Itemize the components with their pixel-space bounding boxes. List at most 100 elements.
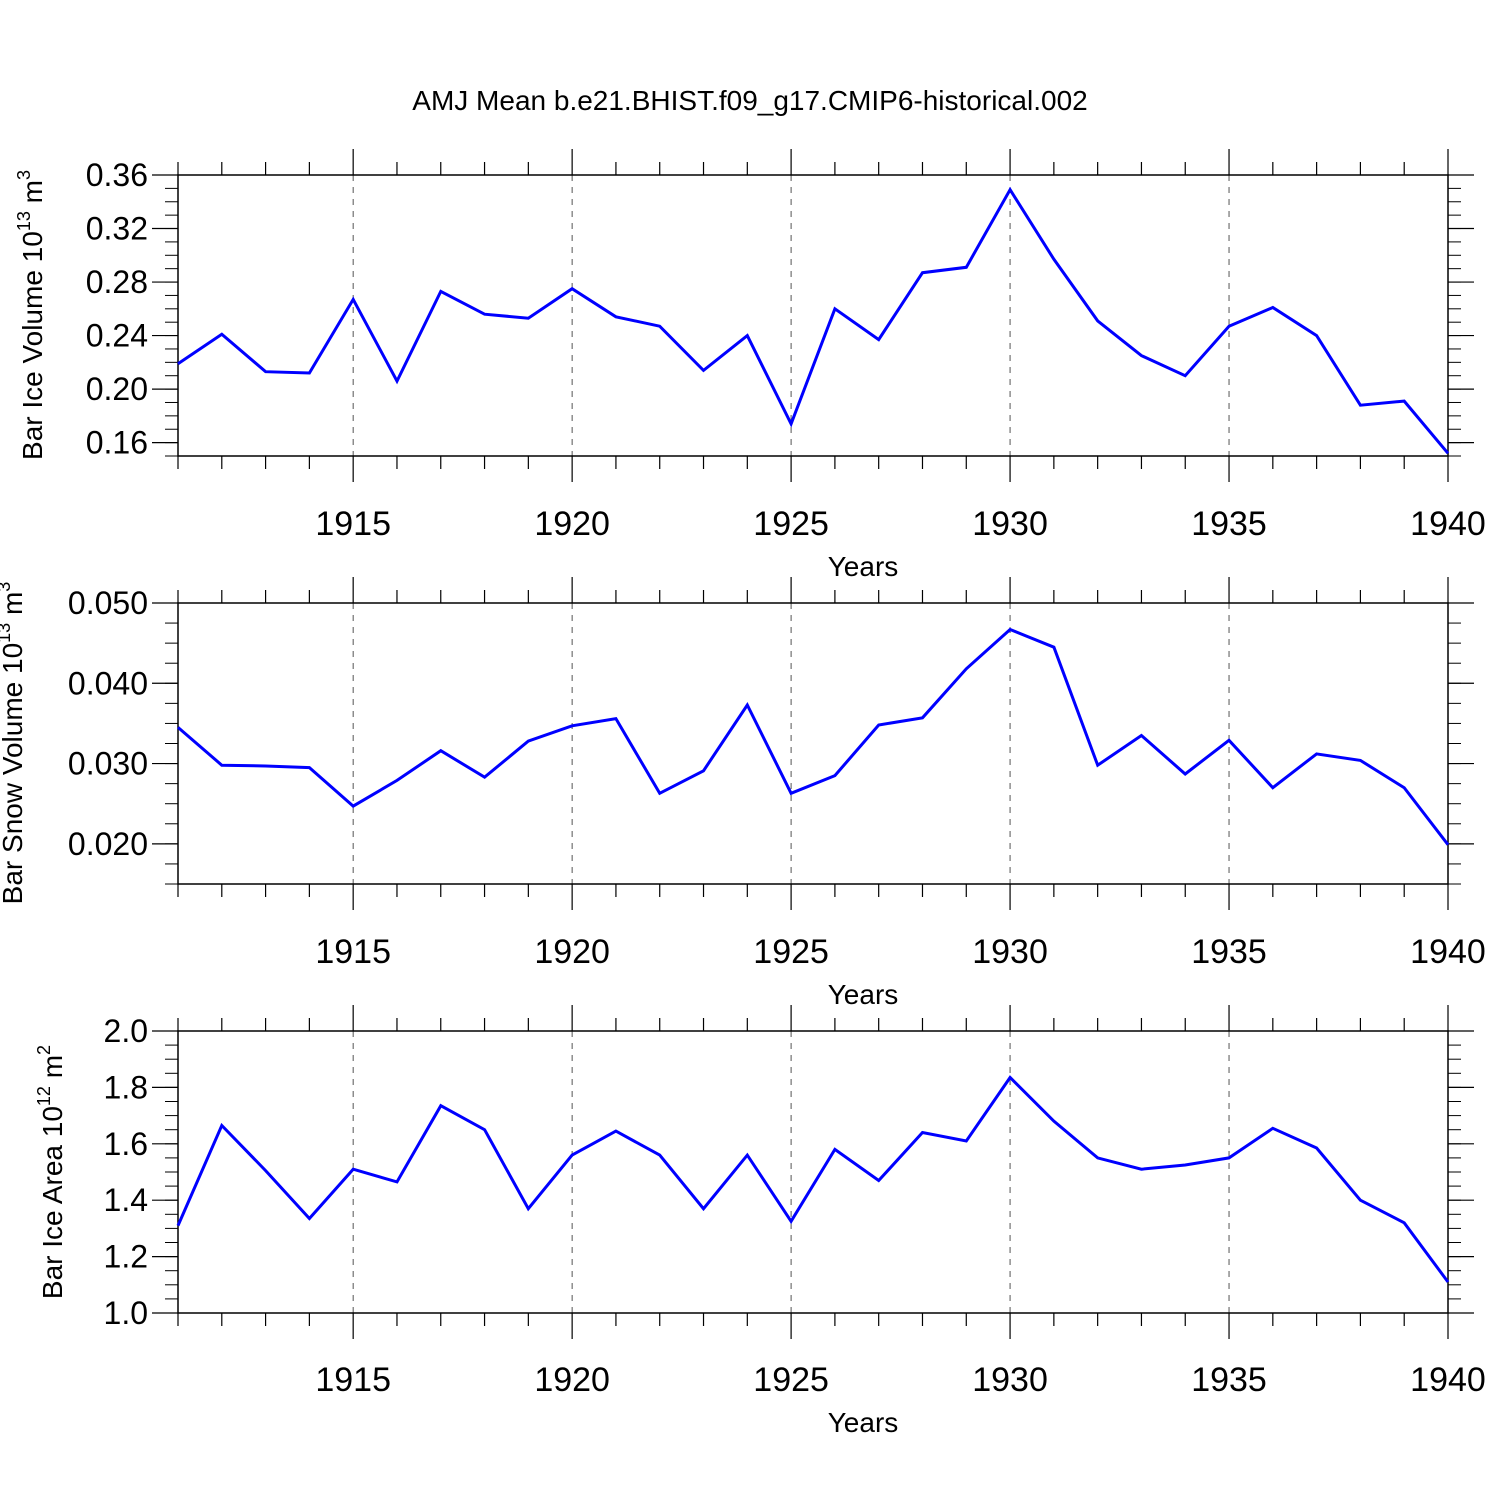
data-point (570, 287, 574, 291)
x-tick-label: 1935 (1191, 505, 1267, 543)
y-tick-label: 0.32 (86, 211, 148, 247)
data-point (920, 716, 924, 720)
plot-frame (177, 602, 1449, 885)
x-tick-label: 1920 (534, 505, 610, 543)
x-tick-label: 1925 (753, 933, 829, 971)
data-point (877, 1178, 881, 1182)
data-point (833, 307, 837, 311)
data-point (220, 1123, 224, 1127)
data-point (176, 362, 180, 366)
data-point (745, 334, 749, 338)
data-point (395, 379, 399, 383)
data-point (964, 667, 968, 671)
data-point (1052, 257, 1056, 261)
y-tick-label: 0.20 (86, 371, 148, 407)
data-point (1052, 1119, 1056, 1123)
data-point (1402, 786, 1406, 790)
data-point (789, 1219, 793, 1223)
data-point (439, 289, 443, 293)
data-point (658, 791, 662, 795)
y-axis-label: Bar Ice Volume 1013 m3 (14, 170, 48, 460)
data-point (745, 1153, 749, 1157)
data-point (1096, 1156, 1100, 1160)
y-tick-label: 2.0 (104, 1013, 148, 1049)
data-point (395, 1180, 399, 1184)
data-point (964, 1139, 968, 1143)
data-point (614, 717, 618, 721)
x-tick-label: 1940 (1410, 1361, 1486, 1399)
data-point (483, 1128, 487, 1132)
data-point (745, 703, 749, 707)
y-tick-label: 1.6 (104, 1126, 148, 1162)
data-point (1183, 772, 1187, 776)
data-point (1139, 733, 1143, 737)
x-tick-label: 1930 (972, 933, 1048, 971)
data-point (702, 1207, 706, 1211)
x-tick-label: 1915 (315, 505, 391, 543)
data-point (483, 312, 487, 316)
x-tick-label: 1920 (534, 933, 610, 971)
x-tick-label: 1925 (753, 1361, 829, 1399)
data-point (1008, 627, 1012, 631)
data-point (1183, 1163, 1187, 1167)
data-point (570, 1153, 574, 1157)
y-tick-label: 1.2 (104, 1239, 148, 1275)
x-axis-label: Years (828, 979, 899, 1010)
data-point (1315, 334, 1319, 338)
y-tick-label: 0.020 (68, 826, 148, 862)
chart-panels: 1915 1920 1925 1930 1935 1940 Years 0.16 0.20 0.2… (0, 149, 1486, 1438)
plot-frame (177, 174, 1449, 457)
data-point (526, 739, 530, 743)
y-axis-label: Bar Snow Volume 1013 m3 (0, 582, 28, 905)
data-point (1227, 324, 1231, 328)
x-tick-label: 1925 (753, 505, 829, 543)
data-point (702, 769, 706, 773)
data-point (1446, 1280, 1450, 1284)
x-tick-label: 1930 (972, 505, 1048, 543)
data-point (1227, 1156, 1231, 1160)
panel-ice-area: 1915 1920 1925 1930 1935 1940 Years 1.0 1.2 1.4 1.… (34, 1005, 1486, 1438)
plot-frame (177, 1030, 1449, 1314)
data-point (614, 315, 618, 319)
panel-snow-volume: 1915 1920 1925 1930 1935 1940 Years 0.020 0.030 0… (0, 577, 1486, 1010)
data-point (220, 332, 224, 336)
data-point (964, 265, 968, 269)
y-tick-label: 0.16 (86, 425, 148, 461)
data-point (833, 774, 837, 778)
x-tick-label: 1940 (1410, 933, 1486, 971)
data-point (789, 422, 793, 426)
chart-title: AMJ Mean b.e21.BHIST.f09_g17.CMIP6-histo… (412, 85, 1087, 116)
data-point (1139, 1167, 1143, 1171)
data-point (789, 791, 793, 795)
y-tick-label: 0.050 (68, 585, 148, 621)
data-point (1402, 399, 1406, 403)
data-point (658, 324, 662, 328)
x-axis-label: Years (828, 1407, 899, 1438)
series-line-snow-volume (177, 627, 1450, 846)
data-point (264, 370, 268, 374)
series-line-ice-area (176, 1075, 1450, 1283)
data-point (570, 724, 574, 728)
y-tick-label: 0.28 (86, 264, 148, 300)
data-point (877, 723, 881, 727)
y-tick-label: 0.24 (86, 318, 148, 354)
data-point (176, 725, 180, 729)
panel-ice-volume: 1915 1920 1925 1930 1935 1940 Years 0.16 0.20 0.2… (14, 149, 1486, 582)
x-tick-label: 1940 (1410, 505, 1486, 543)
data-point (658, 1153, 662, 1157)
y-tick-label: 1.0 (104, 1295, 148, 1331)
x-tick-label: 1930 (972, 1361, 1048, 1399)
data-point (1096, 763, 1100, 767)
data-point (614, 1129, 618, 1133)
x-tick-label: 1915 (315, 933, 391, 971)
data-point (1358, 758, 1362, 762)
x-tick-label: 1935 (1191, 933, 1267, 971)
data-point (351, 297, 355, 301)
data-point (307, 1217, 311, 1221)
x-tick-label: 1935 (1191, 1361, 1267, 1399)
data-point (1183, 374, 1187, 378)
data-point (483, 775, 487, 779)
data-point (264, 764, 268, 768)
data-point (1008, 1076, 1012, 1080)
